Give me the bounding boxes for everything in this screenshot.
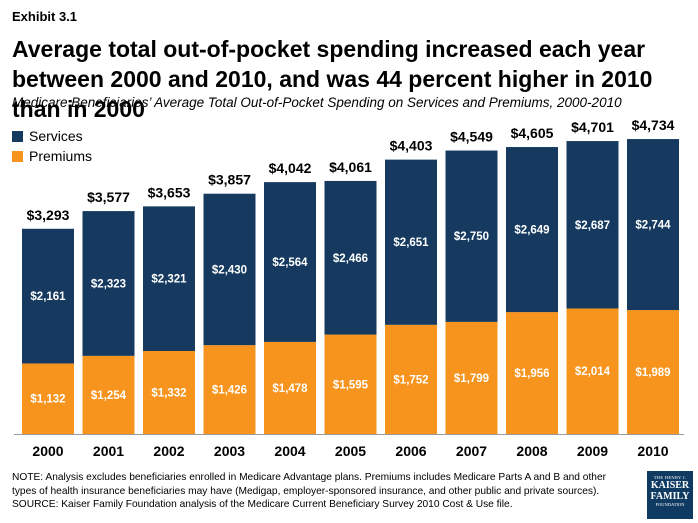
logo-line-3: FAMILY bbox=[650, 491, 690, 502]
bar-premiums bbox=[324, 334, 377, 434]
stacked-bar-chart: $1,132 $2,161 $3,293 2000 $1,254 $2,323 $3,577… bbox=[12, 117, 684, 459]
exhibit-label: Exhibit 3.1 bbox=[12, 9, 78, 24]
source-text: SOURCE: Kaiser Family Foundation analysi… bbox=[12, 499, 513, 510]
chart-title: Average total out-of-pocket spending inc… bbox=[12, 36, 653, 122]
kff-logo: THE HENRY J. KAISER FAMILY FOUNDATION bbox=[647, 471, 693, 519]
bar-services bbox=[264, 182, 316, 342]
bar-premiums bbox=[82, 355, 135, 434]
x-tick-label: 2002 bbox=[153, 443, 184, 459]
total-value-label: $4,605 bbox=[511, 125, 554, 141]
premiums-value-label: $1,799 bbox=[454, 373, 489, 385]
premiums-value-label: $2,014 bbox=[575, 366, 611, 378]
services-value-label: $2,430 bbox=[212, 264, 247, 276]
legend-premiums-label: Premiums bbox=[29, 148, 92, 164]
total-value-label: $4,734 bbox=[632, 117, 675, 133]
logo-line-1: THE HENRY J. bbox=[653, 475, 687, 480]
bar-premiums bbox=[445, 321, 498, 434]
x-tick-label: 2010 bbox=[637, 443, 668, 459]
premiums-value-label: $1,595 bbox=[333, 379, 369, 391]
bar-services bbox=[324, 180, 377, 335]
x-tick-label: 2004 bbox=[274, 443, 305, 459]
bar-services bbox=[445, 150, 498, 322]
x-tick-label: 2000 bbox=[32, 443, 63, 459]
footnote: NOTE: Analysis excludes beneficiaries en… bbox=[12, 471, 632, 512]
bar-services bbox=[385, 159, 437, 325]
bar-premiums bbox=[203, 345, 256, 434]
services-value-label: $2,744 bbox=[635, 220, 671, 232]
chart-subtitle: Medicare Beneficiaries’ Average Total Ou… bbox=[12, 95, 622, 110]
logo-line-4: FOUNDATION bbox=[655, 502, 685, 507]
bar-premiums bbox=[566, 308, 619, 434]
bar-premiums bbox=[264, 341, 316, 434]
total-value-label: $3,653 bbox=[148, 184, 191, 200]
x-tick-label: 2007 bbox=[456, 443, 487, 459]
bar-premiums bbox=[385, 324, 437, 434]
services-value-label: $2,564 bbox=[272, 257, 308, 269]
services-value-label: $2,321 bbox=[151, 274, 187, 286]
total-value-label: $3,857 bbox=[208, 172, 251, 188]
bar-services bbox=[82, 211, 135, 356]
services-value-label: $2,161 bbox=[30, 291, 66, 303]
bar-premiums bbox=[506, 312, 558, 434]
services-value-label: $2,750 bbox=[454, 231, 489, 243]
x-tick-label: 2008 bbox=[516, 443, 547, 459]
premiums-value-label: $1,752 bbox=[393, 374, 428, 386]
x-tick-label: 2009 bbox=[577, 443, 608, 459]
total-value-label: $4,403 bbox=[390, 138, 433, 154]
premiums-value-label: $1,989 bbox=[635, 367, 670, 379]
legend-services-label: Services bbox=[29, 128, 83, 144]
total-value-label: $4,042 bbox=[269, 160, 312, 176]
bar-services bbox=[22, 228, 74, 364]
total-value-label: $4,701 bbox=[571, 119, 614, 135]
bar-services bbox=[506, 147, 558, 313]
bar-services bbox=[203, 193, 256, 346]
services-value-label: $2,687 bbox=[575, 220, 610, 232]
services-value-label: $2,651 bbox=[393, 237, 429, 249]
note-text: NOTE: Analysis excludes beneficiaries en… bbox=[12, 472, 607, 497]
logo-line-2: KAISER bbox=[650, 480, 690, 491]
bar-services bbox=[143, 206, 195, 351]
x-tick-label: 2001 bbox=[93, 443, 124, 459]
services-value-label: $2,466 bbox=[333, 253, 368, 265]
bar-premiums bbox=[22, 363, 74, 434]
bar-premiums bbox=[627, 310, 679, 434]
premiums-value-label: $1,956 bbox=[514, 368, 549, 380]
legend-premiums-swatch bbox=[12, 151, 23, 162]
total-value-label: $3,577 bbox=[87, 189, 130, 205]
x-tick-label: 2006 bbox=[395, 443, 426, 459]
bar-services bbox=[627, 139, 679, 311]
bar-premiums bbox=[143, 350, 195, 434]
premiums-value-label: $1,254 bbox=[91, 390, 127, 402]
premiums-value-label: $1,132 bbox=[30, 394, 65, 406]
x-tick-label: 2005 bbox=[335, 443, 366, 459]
total-value-label: $3,293 bbox=[27, 207, 70, 223]
legend-services-swatch bbox=[12, 131, 23, 142]
total-value-label: $4,061 bbox=[329, 159, 372, 175]
premiums-value-label: $1,332 bbox=[151, 387, 186, 399]
total-value-label: $4,549 bbox=[450, 129, 493, 145]
x-tick-label: 2003 bbox=[214, 443, 245, 459]
services-value-label: $2,323 bbox=[91, 278, 126, 290]
services-value-label: $2,649 bbox=[514, 225, 549, 237]
premiums-value-label: $1,426 bbox=[212, 385, 247, 397]
premiums-value-label: $1,478 bbox=[272, 383, 308, 395]
bar-services bbox=[566, 141, 619, 309]
